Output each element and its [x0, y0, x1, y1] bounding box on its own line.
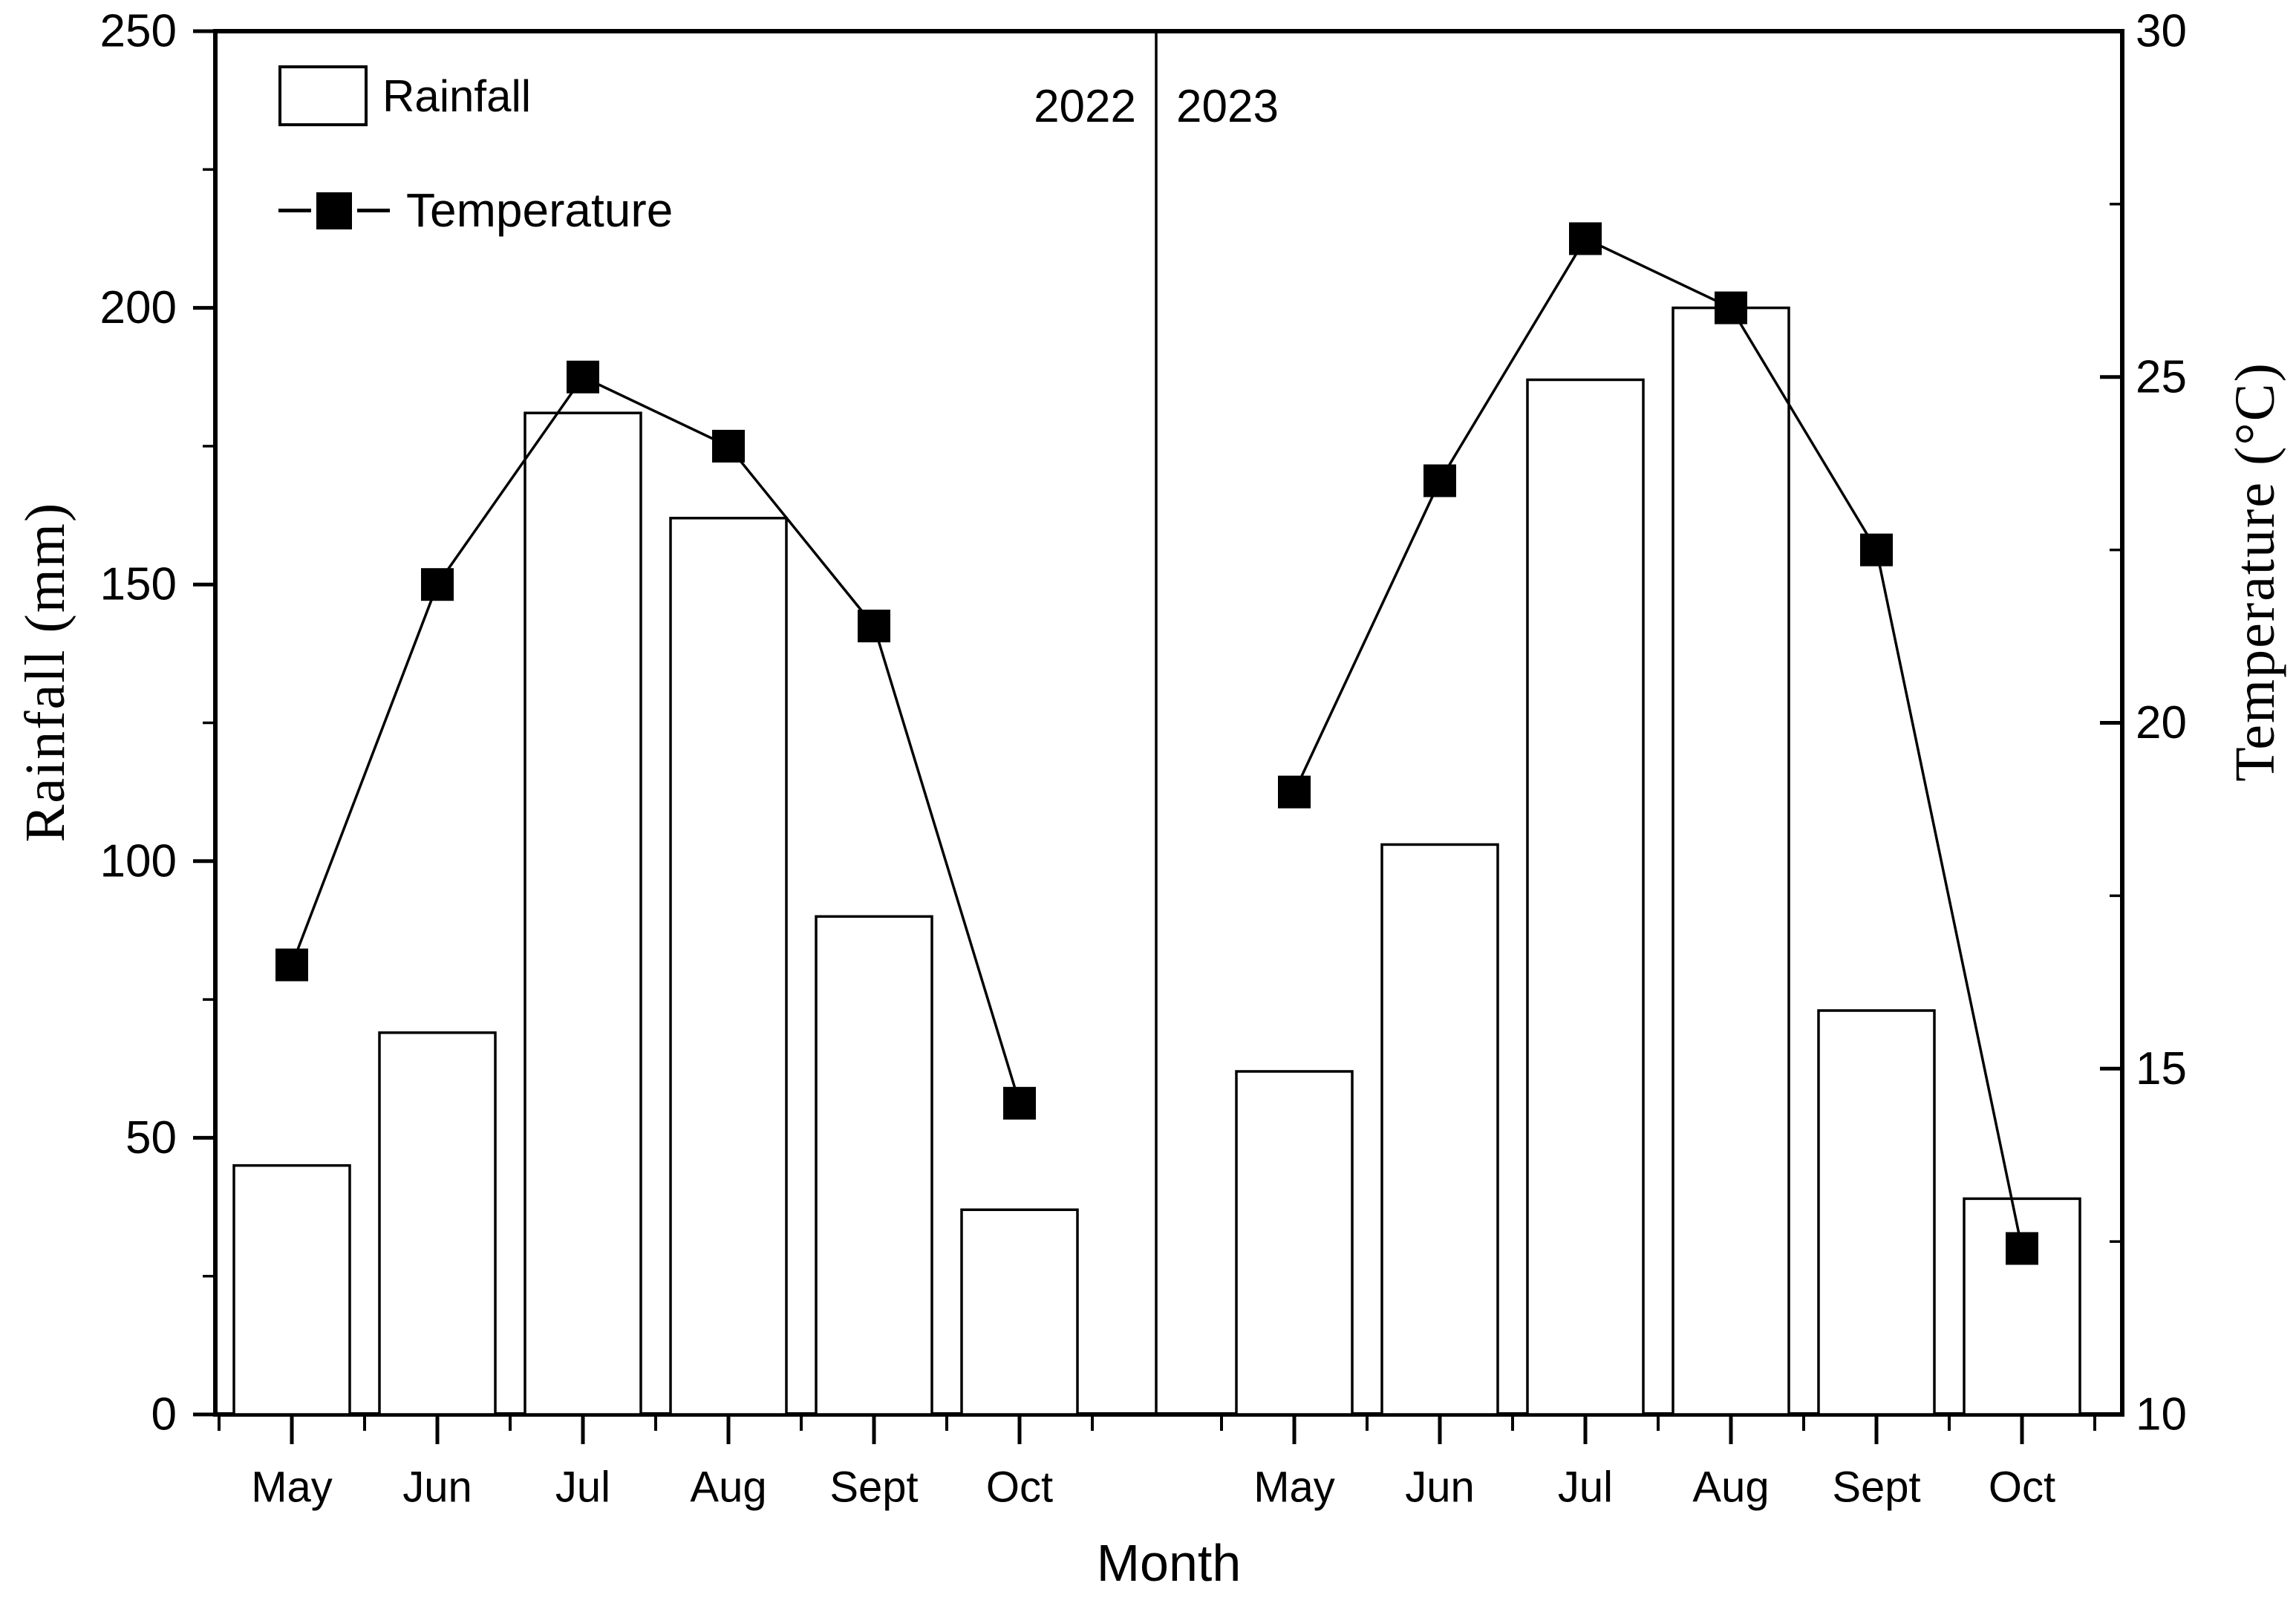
- x-axis-month-label: May: [251, 1463, 333, 1512]
- x-axis-month-label: Aug: [1692, 1463, 1769, 1512]
- rainfall-bar-2022-may: [232, 1163, 351, 1416]
- right-axis-tick-label: 15: [2136, 1043, 2187, 1094]
- rainfall-bar-2022-sept: [815, 915, 933, 1416]
- left-axis-tick-label: 50: [125, 1112, 177, 1163]
- temperature-marker-2023-oct: [2006, 1232, 2038, 1265]
- rainfall-bar-2023-jul: [1526, 378, 1645, 1416]
- rainfall-bar-2023-aug: [1672, 306, 1790, 1416]
- rainfall-bar-2023-may: [1235, 1070, 1354, 1416]
- right-axis-tick-label: 30: [2136, 6, 2187, 57]
- left-axis-tick-label: 150: [100, 559, 177, 610]
- right-axis-tick-label: 25: [2136, 351, 2187, 402]
- y-axis-title-left: Rainfall (mm): [14, 501, 76, 843]
- rainfall-bar-2023-jun: [1380, 843, 1499, 1416]
- temperature-marker-2022-oct: [1003, 1086, 1036, 1120]
- x-axis-month-label: Sept: [829, 1463, 918, 1512]
- x-axis-month-label: Jun: [402, 1463, 472, 1512]
- rainfall-bar-2023-oct: [1963, 1197, 2081, 1416]
- temperature-marker-2023-jun: [1423, 464, 1456, 497]
- temperature-marker-2022-aug: [712, 429, 745, 463]
- temperature-marker-2023-may: [1278, 775, 1311, 809]
- x-axis-month-label: Jun: [1405, 1463, 1475, 1512]
- legend-item-rainfall: Rainfall: [278, 64, 798, 128]
- legend-label-rainfall: Rainfall: [382, 71, 532, 121]
- rainfall-bar-swatch-icon: [278, 65, 368, 126]
- year-label-2023: 2023: [1176, 81, 1279, 132]
- year-label-2022: 2022: [1034, 81, 1136, 132]
- x-axis-month-label: Sept: [1832, 1463, 1920, 1512]
- y-axis-title-right: Temperature (°C): [2224, 362, 2286, 782]
- right-axis-tick-label: 20: [2136, 697, 2187, 748]
- temperature-line-marker-icon: [278, 183, 390, 238]
- rainfall-bar-2022-jul: [524, 411, 642, 1416]
- temperature-marker-2023-sept: [1860, 533, 1893, 567]
- rainfall-bar-2022-aug: [669, 517, 788, 1416]
- left-axis-tick-label: 200: [100, 282, 177, 333]
- x-axis-month-label: Jul: [1558, 1463, 1613, 1512]
- x-axis-month-label: Jul: [555, 1463, 610, 1512]
- temperature-marker-2023-aug: [1715, 291, 1747, 324]
- rainfall-bar-2022-oct: [960, 1208, 1079, 1416]
- left-axis-tick-label: 0: [151, 1389, 177, 1440]
- temperature-marker-2022-jul: [567, 360, 599, 394]
- right-axis-tick-label: 10: [2136, 1389, 2187, 1440]
- x-axis-month-label: Oct: [986, 1463, 1053, 1512]
- temperature-line-2023: [1293, 237, 2023, 1249]
- x-axis-month-label: May: [1253, 1463, 1335, 1512]
- left-axis-tick-label: 250: [100, 6, 177, 57]
- x-axis-month-label: Oct: [1989, 1463, 2055, 1512]
- rainfall-bar-2022-jun: [378, 1031, 497, 1416]
- legend-item-temperature: Temperature: [278, 178, 798, 242]
- temperature-marker-2022-may: [275, 948, 308, 982]
- legend-label-temperature: Temperature: [406, 183, 674, 237]
- temperature-marker-2022-sept: [858, 610, 890, 643]
- left-axis-tick-label: 100: [100, 835, 177, 887]
- x-axis-title: Month: [1096, 1534, 1242, 1592]
- legend: Rainfall Temperature: [278, 64, 798, 242]
- temperature-marker-2023-jul: [1569, 222, 1602, 255]
- x-axis-month-label: Aug: [690, 1463, 766, 1512]
- rainfall-bar-2023-sept: [1817, 1009, 1936, 1416]
- temperature-line-2022: [290, 375, 1021, 1104]
- temperature-marker-2022-jun: [421, 568, 454, 601]
